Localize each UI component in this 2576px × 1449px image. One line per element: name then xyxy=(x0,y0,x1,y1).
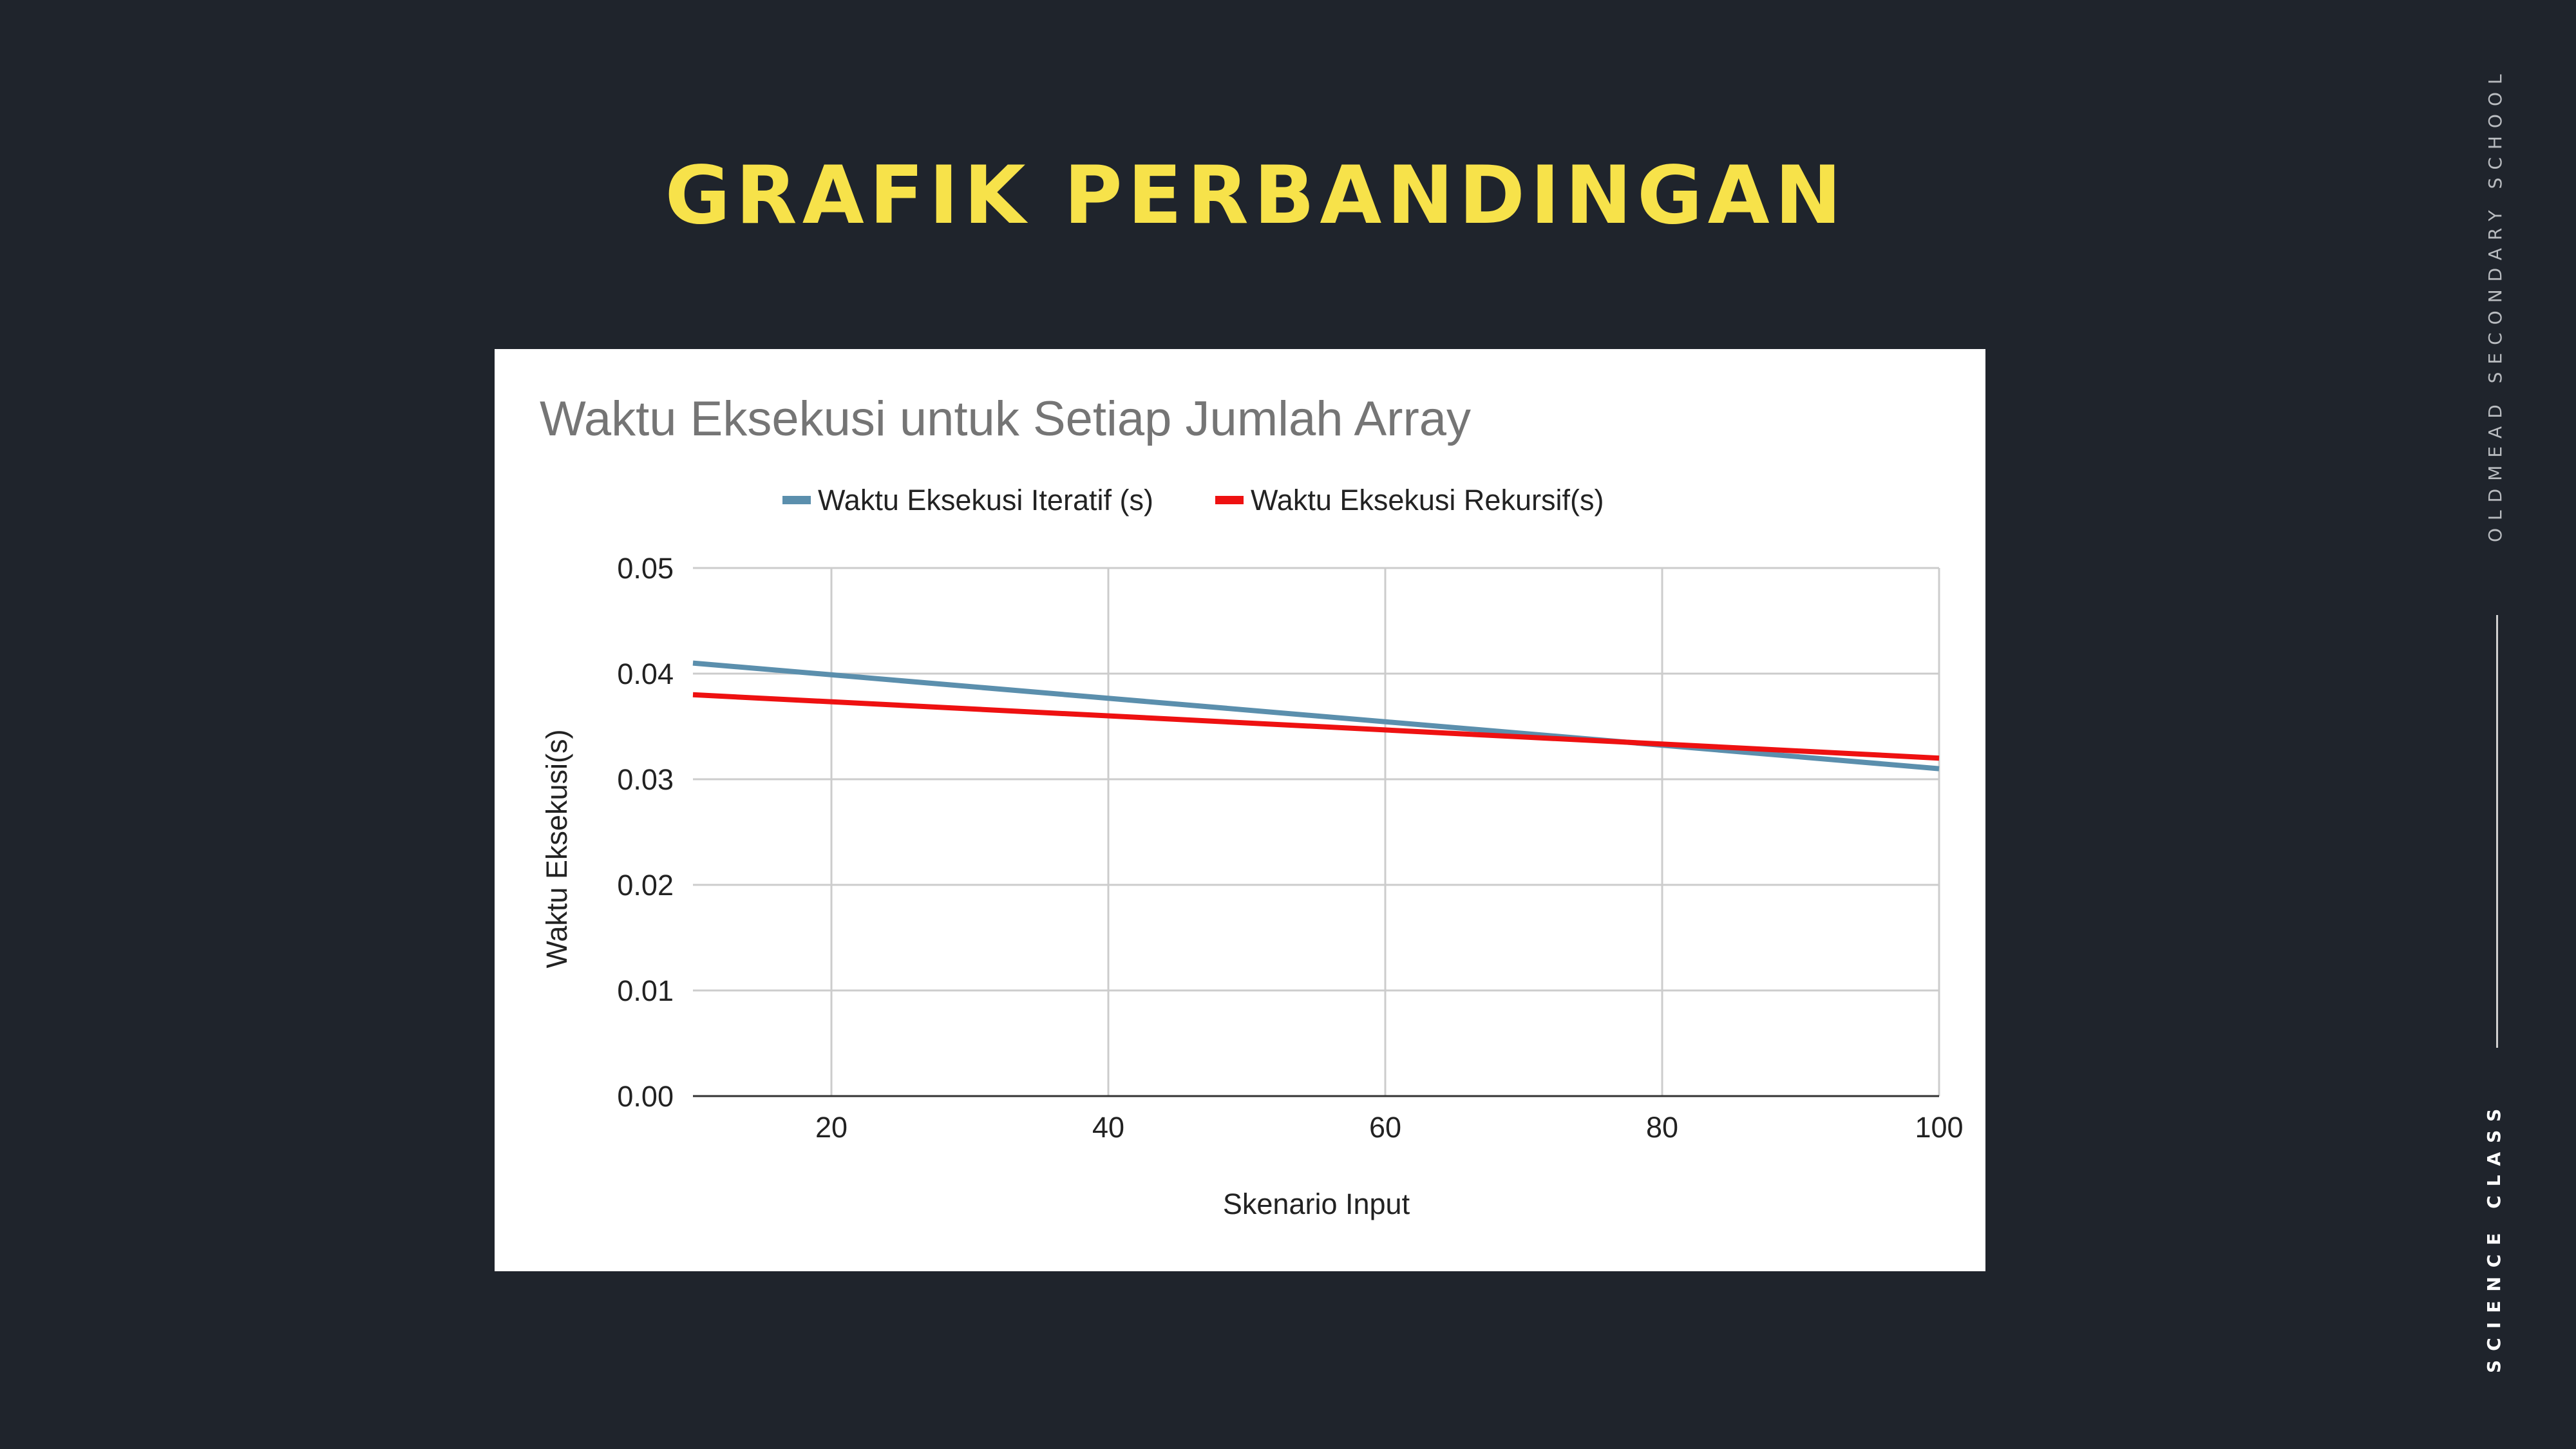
slide-title: GRAFIK PERBANDINGAN xyxy=(665,149,1847,242)
y-tick-label: 0.03 xyxy=(617,763,674,796)
side-label-class: SCIENCE CLASS xyxy=(2483,1099,2505,1373)
legend-swatch xyxy=(782,496,811,504)
legend-swatch xyxy=(1215,496,1244,504)
line-chart: Waktu Eksekusi untuk Setiap Jumlah Array… xyxy=(540,392,1964,1220)
x-tick-label: 100 xyxy=(1915,1111,1963,1144)
x-axis-ticks: 20 40 60 80 100 xyxy=(815,1111,1964,1144)
chart-legend: Waktu Eksekusi Iteratif (s) Waktu Eksekus… xyxy=(782,484,1604,516)
x-axis-label: Skenario Input xyxy=(1223,1188,1410,1220)
legend-label: Waktu Eksekusi Rekursif(s) xyxy=(1251,484,1604,516)
chart-title: Waktu Eksekusi untuk Setiap Jumlah Array xyxy=(540,392,1471,446)
series-line xyxy=(692,660,1940,772)
y-tick-label: 0.05 xyxy=(617,552,674,585)
y-tick-label: 0.02 xyxy=(617,869,674,902)
chart-grid xyxy=(693,567,1940,1097)
y-axis-label: Waktu Eksekusi(s) xyxy=(540,730,573,969)
x-tick-label: 20 xyxy=(815,1111,848,1144)
series-line xyxy=(692,692,1940,761)
legend-label: Waktu Eksekusi Iteratif (s) xyxy=(818,484,1153,516)
x-tick-label: 40 xyxy=(1092,1111,1124,1144)
y-tick-label: 0.01 xyxy=(617,974,674,1007)
x-tick-label: 60 xyxy=(1369,1111,1401,1144)
chart-series xyxy=(692,660,1940,772)
side-divider xyxy=(2496,615,2498,1048)
chart-card: Waktu Eksekusi untuk Setiap Jumlah Array… xyxy=(495,349,1985,1271)
y-axis-ticks: 0.00 0.01 0.02 0.03 0.04 0.05 xyxy=(617,552,674,1113)
y-tick-label: 0.04 xyxy=(617,658,674,690)
y-tick-label: 0.00 xyxy=(617,1080,674,1113)
x-tick-label: 80 xyxy=(1646,1111,1678,1144)
side-label-school: OLDMEAD SECONDARY SCHOOL xyxy=(2485,66,2506,542)
